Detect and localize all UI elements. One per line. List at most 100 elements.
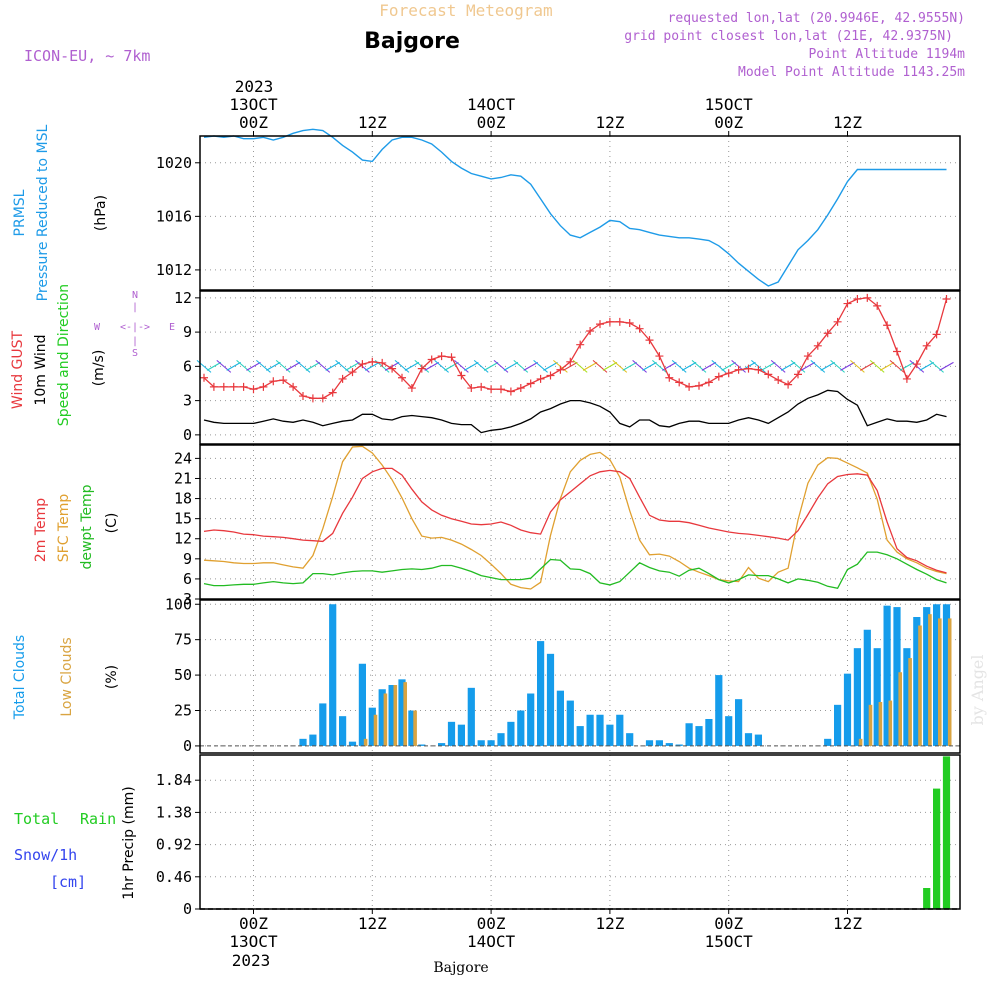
pressure-panel: 1012 1016 1020 PRMSL Pressure Reduced to M…: [12, 124, 961, 301]
precip-y-axis: 0 0.46 0.92 1.38 1.84: [156, 771, 200, 918]
wind-unit: (m/s): [91, 350, 107, 387]
cloud-bars: [200, 604, 960, 747]
wind-arrow: [622, 361, 637, 371]
total-cloud-bar: [378, 689, 386, 746]
wind-arrow: [295, 359, 311, 373]
gust-marker: [685, 382, 694, 391]
top-day-label: 14OCT: [467, 95, 516, 114]
total-cloud-bar: [824, 738, 832, 746]
low-cloud-bar: [947, 618, 952, 746]
y-tick-label: 15: [174, 510, 192, 528]
wind-arrow: [652, 359, 667, 373]
gust-marker: [526, 379, 535, 388]
temp-unit: (C): [104, 513, 120, 534]
wind-y-axis: 0 3 6 9 12: [174, 289, 200, 444]
gust-marker: [378, 358, 387, 367]
wind-arrow: [216, 359, 232, 373]
y-tick-label: 6: [183, 570, 192, 588]
gust-marker: [368, 357, 377, 366]
wind-label: 10m Wind: [33, 334, 49, 405]
wind-arrow: [226, 361, 241, 371]
wind-arrow: [602, 361, 618, 371]
y-tick-label: 0.46: [156, 868, 192, 886]
gust-marker: [586, 326, 595, 335]
compass-n: N: [132, 290, 138, 301]
gust-marker: [784, 380, 793, 389]
wind-arrow: [246, 361, 261, 371]
pressure-grid: [200, 136, 960, 290]
gust-marker: [833, 317, 842, 326]
total-cloud-bar: [566, 700, 574, 746]
y-tick-label: 0: [183, 900, 192, 918]
wind-arrow: [394, 359, 410, 373]
gust-marker: [823, 329, 832, 338]
compass-w: W: [94, 322, 101, 333]
gust-marker: [912, 360, 921, 369]
y-tick-label: 9: [183, 550, 192, 568]
y-tick-label: 0: [183, 426, 192, 444]
low-cloud-bar: [858, 738, 863, 746]
gust-marker: [714, 372, 723, 381]
wind-arrow: [642, 361, 657, 371]
top-time-axis: 00Z 12Z 00Z 12Z 00Z 12Z 13OCT 14OCT 15OCT: [229, 95, 862, 136]
total-cloud-bar: [705, 719, 713, 746]
top-time-label: 00Z: [477, 113, 506, 132]
wind-speed-line: [203, 389, 947, 434]
total-cloud-bar: [883, 605, 891, 746]
gust-marker: [615, 317, 624, 326]
gust-marker: [794, 370, 802, 379]
total-cloud-bar: [408, 710, 416, 746]
total-cloud-bar: [626, 733, 634, 746]
total-cloud-bar: [438, 743, 446, 746]
total-label: Total: [14, 810, 59, 828]
gust-marker: [724, 369, 733, 378]
wind-arrow: [315, 359, 331, 373]
gust-marker: [704, 378, 713, 387]
low-cloud-bar: [938, 618, 942, 746]
gust-marker: [546, 371, 555, 380]
wind-arrow: [879, 361, 895, 371]
total-cloud-bar: [447, 721, 456, 746]
gust-marker: [467, 384, 476, 393]
wind-arrow: [721, 361, 736, 371]
gust-marker: [398, 373, 406, 382]
wind-arrow: [592, 359, 608, 373]
gust-marker: [576, 340, 585, 349]
y-tick-label: 3: [183, 590, 192, 608]
gust-marker: [487, 385, 496, 394]
total-cloud-bar: [923, 607, 931, 746]
y-tick-label: 18: [174, 490, 192, 508]
total-cloud-bar: [537, 641, 545, 746]
gust-marker: [417, 364, 426, 373]
bottom-time-label: 00Z: [714, 914, 743, 933]
low-cloud-bar: [878, 702, 883, 746]
gust-marker: [437, 352, 446, 361]
top-time-label: 12Z: [595, 113, 624, 132]
bottom-time-label: 00Z: [239, 914, 268, 933]
top-time-label: 00Z: [239, 113, 268, 132]
y-tick-label: 1.38: [156, 803, 192, 821]
total-cloud-bar: [834, 704, 842, 746]
y-tick-label: 1.84: [156, 771, 192, 789]
pressure-label-2: Pressure Reduced to MSL: [35, 124, 51, 301]
total-cloud-bar: [576, 726, 584, 746]
gust-marker: [932, 330, 941, 339]
wind-arrow: [899, 361, 915, 371]
gust-marker: [388, 364, 397, 373]
wind-arrow: [701, 361, 717, 371]
y-tick-label: 100: [165, 595, 192, 613]
total-cloud-bar: [735, 699, 743, 746]
gust-marker: [566, 357, 575, 366]
total-cloud-bar: [873, 648, 881, 746]
gust-marker: [764, 370, 773, 379]
gust-marker: [407, 384, 416, 393]
wind-arrow: [810, 359, 826, 373]
gust-marker: [734, 365, 743, 374]
total-cloud-bar: [695, 726, 703, 746]
wind-arrow: [800, 361, 816, 371]
total-cloud-bar: [348, 741, 357, 746]
wind-arrow: [513, 359, 529, 373]
wind-arrow: [671, 359, 687, 373]
y-tick-label: 75: [174, 631, 192, 649]
y-tick-label: 3: [183, 392, 192, 410]
